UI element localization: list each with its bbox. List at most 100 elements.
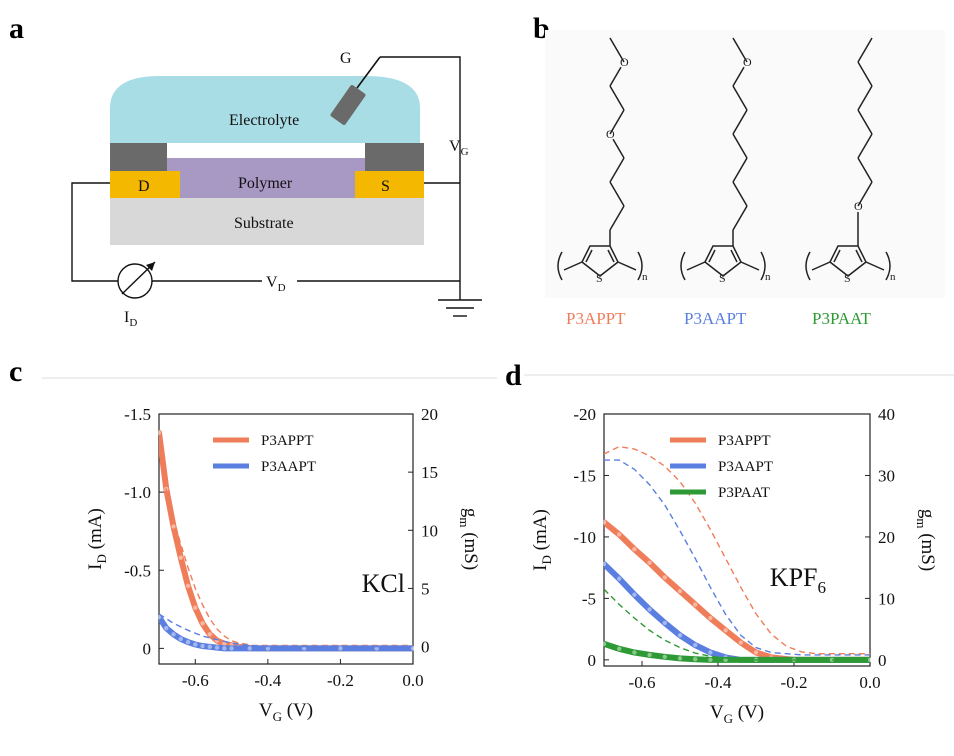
legend-label: P3AAPT xyxy=(261,459,316,475)
data-point xyxy=(222,641,227,646)
data-point xyxy=(617,532,622,537)
polymer-name-p3appt: P3APPT xyxy=(566,309,626,328)
data-point xyxy=(222,646,227,651)
x-tick-label: -0.6 xyxy=(182,671,209,690)
data-point xyxy=(662,654,667,659)
data-point xyxy=(677,633,683,638)
y-right-tick-label: 5 xyxy=(421,579,430,598)
electrolyte-label: Electrolyte xyxy=(229,112,299,129)
sulfur-atom-label: S xyxy=(719,271,726,285)
data-point xyxy=(662,575,667,580)
circuit-wires xyxy=(71,56,461,300)
data-point xyxy=(247,646,252,651)
panel-a-letter: a xyxy=(9,12,24,45)
data-point xyxy=(617,646,622,651)
data-point xyxy=(207,632,212,637)
chart-c: -0.6 -0.4 -0.2 0.0 -1.5 -1.0 -0.5 0 20 15 10 5 0 P3AP… xyxy=(85,405,481,724)
x-tick-label: -0.4 xyxy=(254,671,281,690)
data-point xyxy=(617,576,622,581)
sulfur-atom-label: S xyxy=(596,271,603,285)
data-point xyxy=(200,643,205,649)
legend-label: P3APPT xyxy=(718,433,771,449)
substrate-label: Substrate xyxy=(234,215,294,232)
oxygen-atom-label: O xyxy=(743,55,752,69)
substrate-layer xyxy=(110,198,424,245)
gate-electrode-icon xyxy=(330,56,381,125)
y-right-tick-label: 15 xyxy=(421,463,438,482)
data-point xyxy=(601,561,607,567)
electrolyte-layer xyxy=(110,76,420,143)
polymer-name-p3aapt: P3AAPT xyxy=(684,309,747,328)
plot-frame xyxy=(603,413,871,667)
x-tick-label: 0.0 xyxy=(859,673,880,692)
data-point xyxy=(677,656,683,661)
data-point xyxy=(693,642,698,648)
data-point xyxy=(693,657,698,662)
data-point xyxy=(632,547,637,552)
id-label: ID xyxy=(124,309,137,329)
gm-series-line-p3paat xyxy=(604,588,870,661)
x-tick-label: -0.4 xyxy=(705,673,732,692)
panel-a-schematic: G Electrolyte Polymer Substrate D S VG V… xyxy=(71,50,482,329)
data-point xyxy=(723,628,728,633)
source-label: S xyxy=(381,178,390,195)
repeat-n-label: n xyxy=(642,271,648,283)
data-point xyxy=(410,646,416,651)
y-left-tick-label: -1.0 xyxy=(124,483,151,502)
y-left-tick-label: -1.5 xyxy=(124,405,151,424)
kpf6-annotation: KPF6 xyxy=(770,563,826,597)
id-series-line-p3aapt xyxy=(604,561,870,663)
source-contact xyxy=(355,171,424,198)
data-point xyxy=(601,519,607,525)
y-left-tick-label: -20 xyxy=(573,405,596,424)
oxygen-atom-label: O xyxy=(620,55,629,69)
polymer-layer xyxy=(150,158,376,198)
data-point xyxy=(829,657,835,663)
data-point xyxy=(338,646,343,651)
id-series-line-p3paat xyxy=(604,640,870,663)
data-point xyxy=(171,632,176,637)
id-series-line-p3appt xyxy=(604,519,870,663)
data-point xyxy=(185,639,191,645)
plot-frame xyxy=(158,413,414,665)
panel-b-structures xyxy=(545,30,945,298)
data-point xyxy=(214,645,220,650)
chart-d: -0.6 -0.4 -0.2 0.0 -20 -15 -10 -5 0 40 30 20 10 0 P3AP… xyxy=(530,405,938,726)
panel-c-letter: c xyxy=(9,355,23,388)
repeat-n-label: n xyxy=(765,271,771,283)
data-point xyxy=(164,625,169,631)
repeat-n-label: n xyxy=(890,271,896,283)
y-right-tick-label: 40 xyxy=(878,405,895,424)
y-left-tick-label: 0 xyxy=(588,651,597,670)
data-point xyxy=(647,607,652,612)
vg-label: VG xyxy=(449,138,469,158)
legend-label: P3APPT xyxy=(261,433,314,449)
gm-series-line-p3appt xyxy=(604,445,870,655)
ammeter-icon xyxy=(117,261,156,299)
kcl-annotation: KCl xyxy=(362,569,405,598)
ground-icon xyxy=(438,299,482,317)
id-series-line-p3aapt xyxy=(159,614,413,652)
y-left-tick-label: 0 xyxy=(143,639,152,658)
y-right-tick-label: 10 xyxy=(878,589,895,608)
data-point xyxy=(229,646,234,651)
data-point xyxy=(193,605,198,610)
gm-series-line-p3aapt xyxy=(159,613,413,648)
data-point xyxy=(265,646,271,651)
x-axis-label: VG (V) xyxy=(710,702,764,726)
y-right-tick-label: 0 xyxy=(878,651,887,670)
panel-d-letter: d xyxy=(505,359,522,392)
data-point xyxy=(156,614,162,620)
y-right-axis-label: gm (mS) xyxy=(457,508,481,570)
data-point xyxy=(708,650,713,655)
y-left-axis-label: ID (mA) xyxy=(85,508,109,570)
data-point xyxy=(178,555,183,560)
x-tick-label: 0.0 xyxy=(402,671,423,690)
gate-label: G xyxy=(340,50,352,67)
drain-passivation xyxy=(110,143,167,171)
vd-label: VD xyxy=(266,274,286,294)
